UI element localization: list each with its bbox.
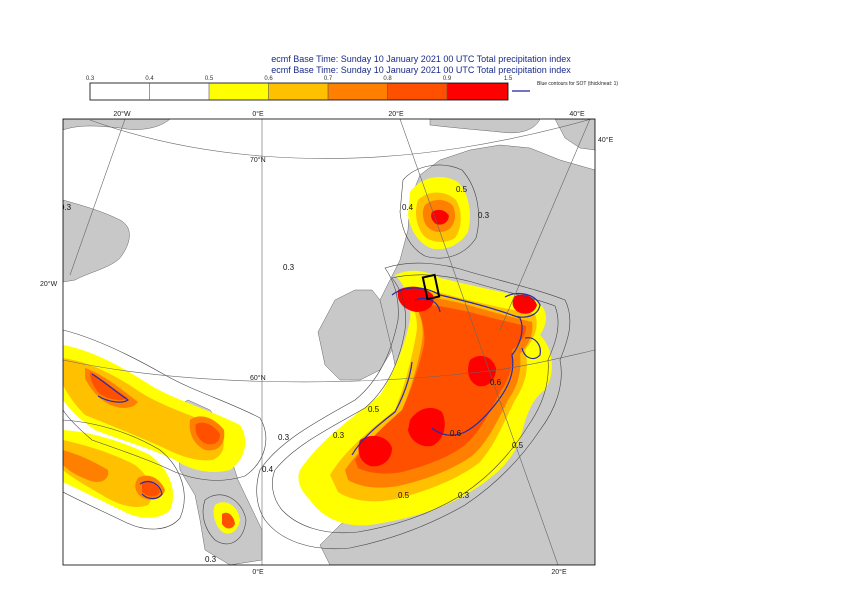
- legend-swatch-1: [149, 83, 209, 100]
- longitude-label-top-20w: 20°W: [113, 110, 131, 118]
- contour-label: 0.4: [402, 203, 414, 212]
- contour-label: 0.3: [478, 211, 490, 220]
- legend-tick-3: 0.6: [264, 76, 273, 82]
- legend-tick-2: 0.5: [205, 76, 214, 82]
- legend-frame: [89, 82, 509, 101]
- legend-swatch-2: [209, 83, 269, 100]
- contour-label: 0.4: [262, 465, 274, 474]
- longitude-label-left-20w: 20°W: [40, 280, 58, 288]
- precip-index-shading: [63, 177, 552, 534]
- legend-swatch-6: [447, 83, 508, 100]
- land-novaya: [554, 119, 595, 151]
- contour-label: 0.6: [490, 378, 502, 387]
- contour-label: 0.6: [450, 429, 462, 438]
- land-greenland-north: [63, 119, 171, 131]
- sot-contours: [91, 287, 541, 500]
- land-svalbard: [429, 119, 541, 134]
- map-title-line-1: ecmf Base Time: Sunday 10 January 2021 0…: [271, 54, 571, 64]
- latitude-label-60n: 60°N: [250, 374, 266, 382]
- legend-tick-0: 0.3: [86, 76, 95, 82]
- grey-contours: [63, 164, 571, 550]
- longitude-label-top-20e: 20°E: [388, 110, 404, 118]
- legend-swatch-5: [387, 83, 447, 100]
- legend-tick-5: 0.8: [383, 76, 392, 82]
- longitude-label-bottom-20e: 20°E: [551, 568, 567, 576]
- contour-label: 0.5: [456, 185, 468, 194]
- land-greenland: [63, 199, 130, 283]
- map-frame: [62, 118, 596, 566]
- contour-label: 0.3: [333, 431, 345, 440]
- longitude-label-bottom-0e: 0°E: [252, 568, 264, 576]
- contour-label: 0.5: [398, 491, 410, 500]
- legend-tick-4: 0.7: [324, 76, 333, 82]
- legend-swatch-3: [268, 83, 328, 100]
- legend-tick-6: 0.9: [443, 76, 452, 82]
- longitude-label-top-40e: 40°E: [569, 110, 585, 118]
- legend-tick-7: 1.5: [504, 76, 513, 82]
- contour-label: 0.3: [278, 433, 290, 442]
- legend-tick-1: 0.4: [145, 76, 154, 82]
- contour-label: 0.3: [283, 263, 295, 272]
- legend-swatch-0: [90, 83, 150, 100]
- map-title-line-2: ecmf Base Time: Sunday 10 January 2021 0…: [271, 65, 571, 75]
- legend-dividers: [149, 83, 448, 100]
- contour-label: 0.3: [205, 555, 217, 564]
- legend-swatch-4: [328, 83, 388, 100]
- contour-label: 0.5: [368, 405, 380, 414]
- highlight-box: [421, 273, 441, 301]
- contour-label: 0.3: [60, 203, 72, 212]
- colour-scale-legend: 0.3 0.4 0.5 0.6 0.7 0.8 0.9 1.5 Blue con…: [86, 76, 618, 101]
- land-norway-coast: [317, 289, 393, 381]
- sot-legend-note: Blue contours for SOT (thick/neat: 1): [537, 81, 618, 87]
- contour-label: 0.5: [512, 441, 524, 450]
- shade-0-9: [358, 209, 537, 467]
- legend-swatches: [90, 83, 508, 100]
- latitude-label-70n: 70°N: [250, 156, 266, 164]
- longitude-label-top-0e: 0°E: [252, 110, 264, 118]
- contour-label: 0.3: [458, 491, 470, 500]
- longitude-label-right-40e: 40°E: [598, 136, 614, 144]
- contour-labels: 0.5 0.3 0.3 0.4 0.3 0.4 0.5 0.5 0.3 0.6 …: [60, 185, 524, 564]
- graticule: [63, 119, 595, 565]
